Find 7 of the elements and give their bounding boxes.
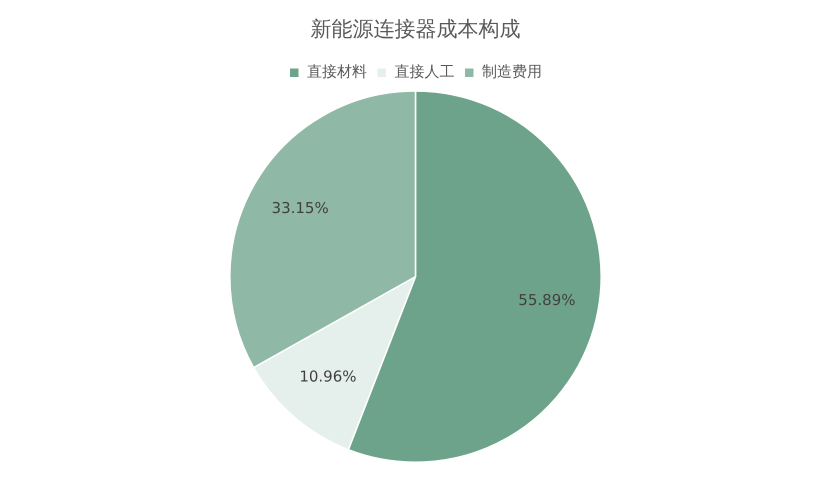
- legend-label: 直接人工: [394, 62, 454, 81]
- data-label: 10.96%: [299, 367, 357, 386]
- legend-label: 直接材料: [306, 62, 367, 81]
- data-label: 55.89%: [518, 291, 576, 310]
- legend-label: 制造费用: [482, 62, 542, 81]
- data-label: 33.15%: [272, 198, 329, 217]
- chart-title: 新能源连接器成本构成: [310, 17, 520, 42]
